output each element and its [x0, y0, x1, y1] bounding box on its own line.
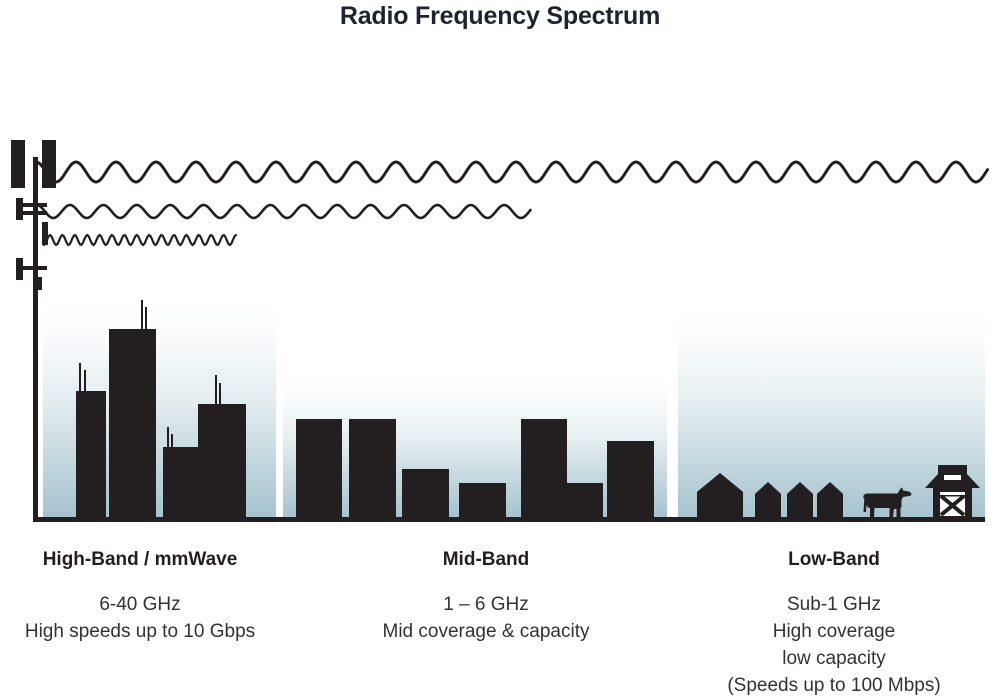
skyscraper	[198, 404, 246, 518]
roof-antenna	[79, 363, 81, 392]
midrise-building	[521, 419, 567, 518]
skyscraper	[76, 391, 106, 518]
tower-panel-left	[11, 140, 25, 188]
band-desc-mid: 1 – 6 GHz Mid coverage & capacity	[383, 591, 590, 645]
band-desc-line: low capacity	[782, 648, 886, 669]
band-desc-line: Mid coverage & capacity	[382, 621, 590, 642]
band-desc-line: 1 – 6 GHz	[443, 594, 529, 615]
band-label-high: High-Band / mmWave	[42, 549, 238, 570]
roof-antenna	[84, 370, 86, 392]
tower-side-antenna	[42, 222, 48, 245]
skyscraper	[163, 447, 198, 518]
roof-antenna	[167, 427, 169, 448]
low-frequency-long-wave	[36, 160, 989, 184]
mid-frequency-medium-wave	[38, 203, 532, 220]
ground-line	[33, 517, 985, 522]
tower-crossarm-1	[16, 203, 47, 207]
band-label-mid: Mid-Band	[442, 549, 530, 570]
tower-dipole-upper	[16, 198, 23, 220]
high-frequency-short-wave	[42, 233, 238, 247]
midrise-building	[567, 483, 603, 518]
tower-crossarm-3	[16, 266, 47, 270]
band-desc-line: High coverage	[772, 621, 896, 642]
radio-waves	[36, 160, 989, 247]
roof-antenna	[145, 307, 147, 330]
page-title: Radio Frequency Spectrum	[339, 2, 661, 30]
midrise-building	[349, 419, 396, 518]
band-desc-line: 6-40 GHz	[99, 594, 181, 615]
tower-crossarm-2	[21, 211, 47, 215]
tower-pole	[33, 157, 38, 517]
roof-antenna	[219, 383, 221, 405]
midrise-building	[459, 483, 506, 518]
cow-icon	[863, 487, 912, 517]
tower-panel-right	[42, 140, 56, 188]
tower-stub	[37, 277, 42, 290]
roof-antenna	[215, 375, 217, 405]
barn-icon	[925, 465, 980, 518]
band-desc-line: High speeds up to 10 Gbps	[24, 621, 256, 642]
roof-antenna	[141, 300, 143, 330]
band-desc-high: 6-40 GHz High speeds up to 10 Gbps	[25, 591, 255, 645]
band-desc-low: Sub-1 GHz High coverage low capacity (Speed…	[727, 591, 940, 699]
midrise-building	[607, 441, 654, 518]
midrise-building	[296, 419, 342, 518]
roof-antenna	[171, 434, 173, 448]
band-label-low: Low-Band	[788, 549, 880, 570]
skyscraper	[109, 329, 156, 518]
midrise-building	[402, 469, 449, 518]
band-desc-line: (Speeds up to 100 Mbps)	[727, 675, 941, 696]
band-desc-line: Sub-1 GHz	[787, 594, 881, 615]
barn-vent	[944, 475, 961, 480]
